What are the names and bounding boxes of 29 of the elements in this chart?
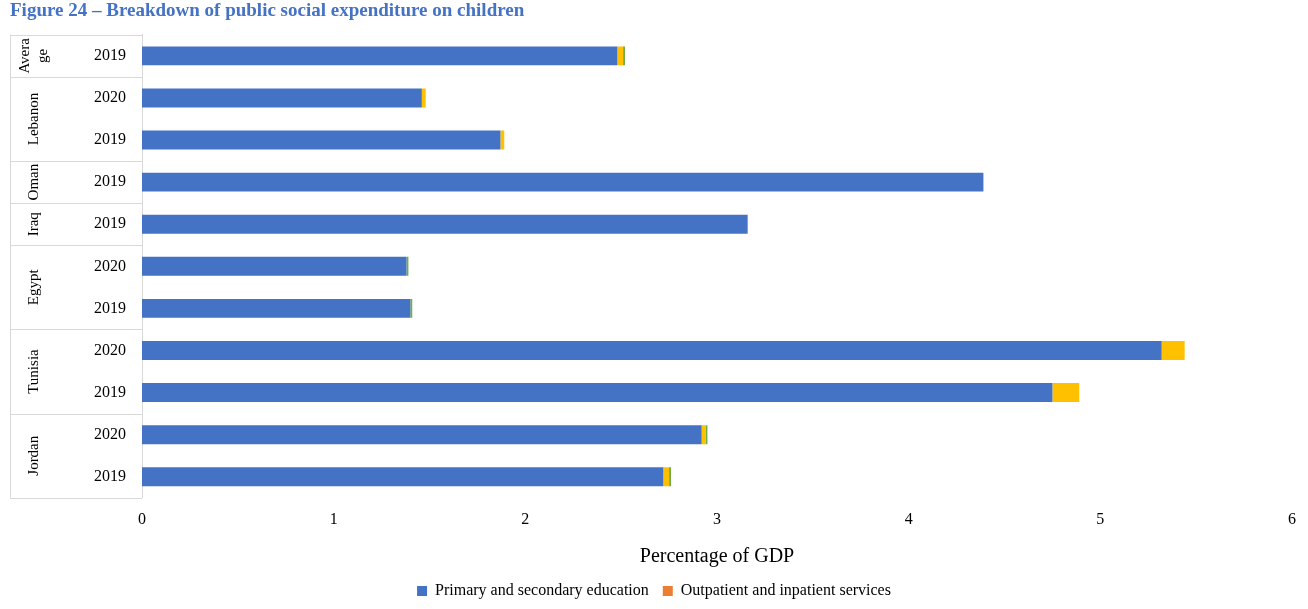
y-tick-label: 2019	[94, 382, 126, 400]
y-tick-label: 2019	[94, 172, 126, 190]
text: Jordan	[24, 435, 41, 476]
text: Iraq	[24, 211, 41, 237]
y-tick-label: 2019	[94, 214, 126, 232]
x-tick-label: 1	[329, 509, 338, 527]
y-tick-label: 2019	[94, 466, 126, 484]
y-tick-label: 2019	[94, 130, 126, 148]
y-tick-label: 2019	[94, 298, 126, 316]
x-tick-label: 6	[1288, 509, 1296, 527]
text: Egypt	[24, 268, 41, 306]
y-tick-label: 2019	[94, 46, 126, 64]
chart-title: Figure 24 – Breakdown of public social expenditure on children	[10, 0, 525, 21]
y-tick-label: 2020	[94, 424, 126, 442]
y-tick-label: 2020	[94, 256, 126, 274]
text: Tunisia	[24, 348, 41, 394]
legend-label: Primary and secondary education	[435, 581, 649, 600]
y-tick-label: 2020	[94, 340, 126, 358]
legend-label: Outpatient and inpatient services	[680, 581, 891, 600]
text: Lebanon	[24, 92, 41, 146]
x-axis-title: Percentage of GDP	[639, 544, 795, 568]
x-tick-label: 2	[521, 509, 530, 527]
x-tick-label: 0	[138, 509, 146, 527]
x-tick-label: 4	[904, 509, 913, 527]
text: Oman	[24, 163, 41, 201]
text: Average	[15, 37, 50, 74]
y-tick-label: 2020	[94, 88, 126, 106]
x-tick-label: 5	[1096, 509, 1105, 527]
x-tick-label: 3	[713, 509, 721, 527]
